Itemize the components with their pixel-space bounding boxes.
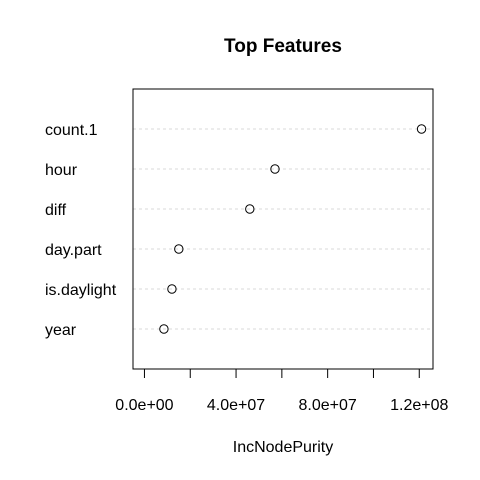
x-tick-label: 1.2e+08 xyxy=(390,397,448,414)
category-label: day.part xyxy=(45,242,102,259)
data-points xyxy=(159,124,427,334)
data-point-day-part xyxy=(174,244,184,254)
category-label: hour xyxy=(45,162,78,179)
data-point-is-daylight xyxy=(167,284,177,294)
x-axis-label: IncNodePurity xyxy=(233,439,334,456)
category-label: diff xyxy=(45,202,67,219)
plot-frame xyxy=(132,88,434,370)
x-tick-label: 8.0e+07 xyxy=(299,397,357,414)
chart-title: Top Features xyxy=(224,36,342,57)
gridlines xyxy=(133,128,433,330)
data-point-count-1 xyxy=(416,124,427,134)
category-label: count.1 xyxy=(45,122,98,139)
category-labels: count.1 hour diff day.part is.daylight year xyxy=(45,122,117,339)
category-label: year xyxy=(45,322,77,339)
x-axis: 0.0e+00 4.0e+07 8.0e+07 1.2e+08 xyxy=(115,368,449,414)
data-point-diff xyxy=(245,204,255,214)
x-tick-label: 4.0e+07 xyxy=(207,397,265,414)
x-tick-label: 0.0e+00 xyxy=(115,397,173,414)
data-point-year xyxy=(159,324,169,334)
category-label: is.daylight xyxy=(45,282,117,299)
data-point-hour xyxy=(270,164,280,174)
